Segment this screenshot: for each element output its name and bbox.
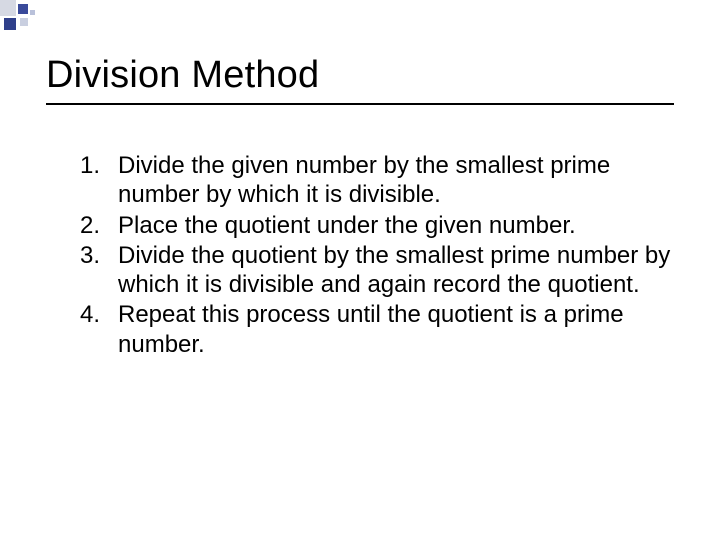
list-number: 3. (46, 241, 118, 270)
list-item: 2. Place the quotient under the given nu… (46, 211, 674, 240)
list-text: Divide the given number by the smallest … (118, 151, 674, 210)
list-number: 1. (46, 151, 118, 180)
slide-title: Division Method (46, 54, 674, 97)
list-text: Repeat this process until the quotient i… (118, 300, 674, 359)
list-number: 2. (46, 211, 118, 240)
list-text: Place the quotient under the given numbe… (118, 211, 674, 240)
slide-body: Division Method 1. Divide the given numb… (0, 0, 720, 540)
list-text: Divide the quotient by the smallest prim… (118, 241, 674, 300)
list-item: 3. Divide the quotient by the smallest p… (46, 241, 674, 300)
list-item: 4. Repeat this process until the quotien… (46, 300, 674, 359)
steps-list: 1. Divide the given number by the smalle… (46, 151, 674, 359)
list-item: 1. Divide the given number by the smalle… (46, 151, 674, 210)
title-underline (46, 103, 674, 105)
list-number: 4. (46, 300, 118, 329)
